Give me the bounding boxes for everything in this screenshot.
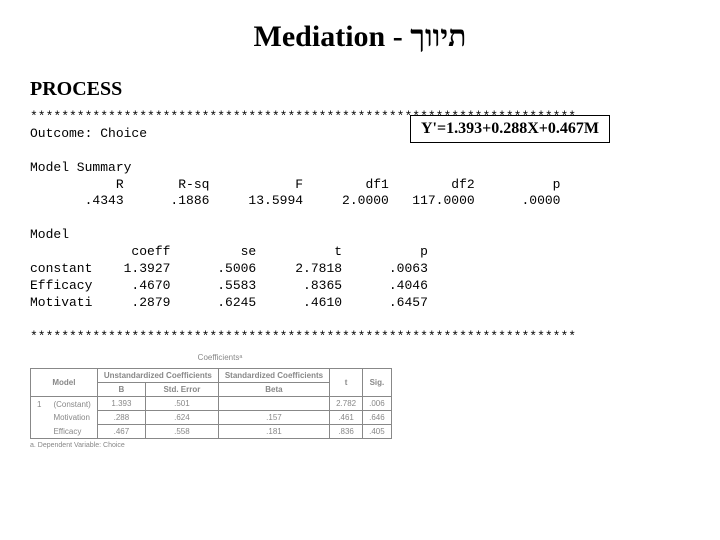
col-beta: Beta [218,383,329,397]
cell-sig-1: .646 [363,411,392,425]
cell-t-1: .461 [330,411,363,425]
cell-n-0: 1 [31,397,48,411]
cell-name-2: Efficacy [47,425,97,439]
col-sig: Sig. [363,369,392,397]
output-stars-2: ****************************************… [30,329,690,346]
cell-n-2 [31,425,48,439]
cell-name-0: (Constant) [47,397,97,411]
cell-sig-0: .006 [363,397,392,411]
model-header: Model [30,227,690,244]
cell-se-1: .624 [146,411,219,425]
cell-beta-0 [218,397,329,411]
col-t: t [330,369,363,397]
col-model: Model [31,369,98,397]
cell-b-2: .467 [97,425,145,439]
cell-t-0: 2.782 [330,397,363,411]
cell-n-1 [31,411,48,425]
col-unstd: Unstandardized Coefficients [97,369,218,383]
cell-b-1: .288 [97,411,145,425]
blank-line-3 [30,312,690,329]
model-row-2: Motivati .2879 .6245 .4610 .6457 [30,295,690,312]
cell-se-2: .558 [146,425,219,439]
cell-beta-1: .157 [218,411,329,425]
cell-name-1: Motivation [47,411,97,425]
blank-line-2 [30,210,690,227]
model-summary-header: Model Summary [30,160,690,177]
coef-footnote: a. Dependent Variable: Choice [30,442,690,449]
model-row-1: Efficacy .4670 .5583 .8365 .4046 [30,278,690,295]
section-heading: PROCESS [30,78,690,101]
cell-b-0: 1.393 [97,397,145,411]
col-se: Std. Error [146,383,219,397]
model-summary-cols: R R-sq F df1 df2 p [30,177,690,194]
page-title: Mediation - תיווך [30,20,690,54]
coef-title: Coefficientsᵃ [30,353,410,362]
cell-beta-2: .181 [218,425,329,439]
model-cols: coeff se t p [30,244,690,261]
equation-box: Y'=1.393+0.288X+0.467M [410,115,610,143]
coefficients-table: Model Unstandardized Coefficients Standa… [30,368,392,439]
col-std: Standardized Coefficients [218,369,329,383]
model-summary-vals: .4343 .1886 13.5994 2.0000 117.0000 .000… [30,193,690,210]
col-b: B [97,383,145,397]
cell-sig-2: .405 [363,425,392,439]
cell-t-2: .836 [330,425,363,439]
cell-se-0: .501 [146,397,219,411]
blank-line-1 [30,143,690,160]
model-row-0: constant 1.3927 .5006 2.7818 .0063 [30,261,690,278]
